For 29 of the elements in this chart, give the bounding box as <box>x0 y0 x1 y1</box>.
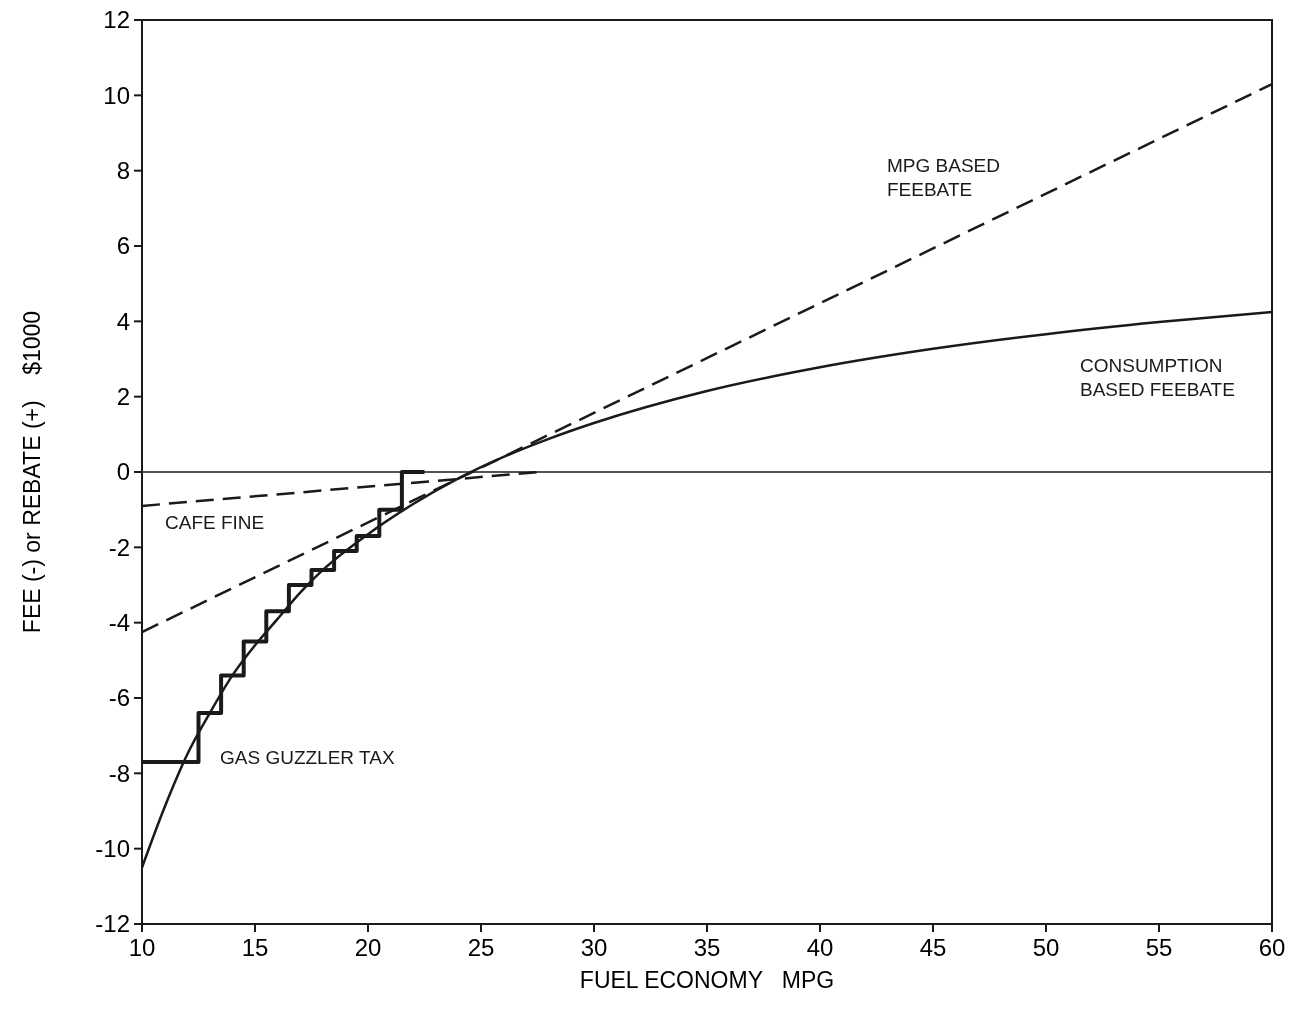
x-tick-label: 45 <box>919 934 947 961</box>
y-tick-label: 2 <box>116 383 130 411</box>
y-tick-label: 0 <box>116 458 130 486</box>
y-tick-label: 12 <box>103 6 130 34</box>
y-tick-label: 8 <box>116 157 130 185</box>
series-label: MPG BASED FEEBATE <box>887 155 1000 200</box>
y-tick-label: -12 <box>95 910 130 938</box>
y-tick-label: -6 <box>108 684 130 712</box>
x-axis-title: FUEL ECONOMY MPG <box>579 967 835 993</box>
y-tick-label: -4 <box>108 609 130 637</box>
x-tick-label: 35 <box>693 934 721 961</box>
x-tick-label: 60 <box>1258 934 1286 961</box>
series-label: GAS GUZZLER TAX <box>220 747 395 768</box>
x-tick-label: 25 <box>467 934 495 961</box>
x-tick-label: 30 <box>580 934 608 961</box>
x-tick-label: 20 <box>354 934 382 961</box>
y-tick-label: -8 <box>108 759 130 787</box>
y-tick-label: 6 <box>116 232 130 260</box>
y-tick-label: -2 <box>108 533 130 561</box>
x-tick-label: 40 <box>806 934 834 961</box>
x-tick-label: 55 <box>1145 934 1173 961</box>
y-axis-title: FEE (-) or REBATE (+) $1000 <box>19 310 45 634</box>
y-tick-label: -10 <box>95 835 130 863</box>
x-tick-label: 50 <box>1032 934 1060 961</box>
y-tick-label: 10 <box>103 81 130 109</box>
series-label: CONSUMPTION BASED FEEBATE <box>1080 355 1235 400</box>
x-tick-label: 15 <box>241 934 269 961</box>
series-label: CAFE FINE <box>165 512 265 533</box>
y-tick-label: 4 <box>116 307 130 335</box>
